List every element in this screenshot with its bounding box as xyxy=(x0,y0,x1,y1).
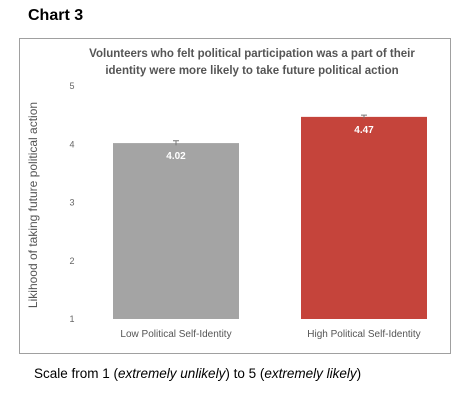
y-axis-ticks: 1 2 3 4 5 xyxy=(69,81,74,324)
chart-title-line-1: Volunteers who felt political participat… xyxy=(89,48,415,60)
scale-low-anchor: extremely unlikely xyxy=(118,366,226,381)
scale-prefix: Scale from 1 ( xyxy=(34,366,119,381)
category-label: Low Political Self-Identity xyxy=(120,329,231,340)
bar-value-label: 4.02 xyxy=(166,151,186,162)
y-tick-label: 1 xyxy=(69,314,74,324)
y-tick-label: 5 xyxy=(69,81,74,91)
bar xyxy=(301,116,427,319)
chart-label: Chart 3 xyxy=(28,7,84,24)
chart-frame: Volunteers who felt political participat… xyxy=(19,38,451,354)
chart-title-line-2: identity were more likely to take future… xyxy=(105,65,398,77)
y-tick-label: 4 xyxy=(69,139,74,149)
y-tick-label: 3 xyxy=(69,198,74,208)
scale-middle: ) to 5 ( xyxy=(225,366,265,381)
bar xyxy=(113,143,239,319)
category-label: High Political Self-Identity xyxy=(307,329,420,340)
scale-footnote: Scale from 1 (extremely unlikely) to 5 (… xyxy=(34,366,361,381)
y-axis-label: Likihood of taking future political acti… xyxy=(26,102,40,308)
scale-suffix: ) xyxy=(356,366,362,381)
bars: 4.02 4.47 xyxy=(113,114,427,319)
y-tick-label: 2 xyxy=(69,256,74,266)
bar-chart: Volunteers who felt political participat… xyxy=(26,48,427,340)
bar-value-label: 4.47 xyxy=(354,125,374,136)
x-axis-categories: Low Political Self-Identity High Politica… xyxy=(120,329,420,340)
scale-high-anchor: extremely likely xyxy=(264,366,357,381)
